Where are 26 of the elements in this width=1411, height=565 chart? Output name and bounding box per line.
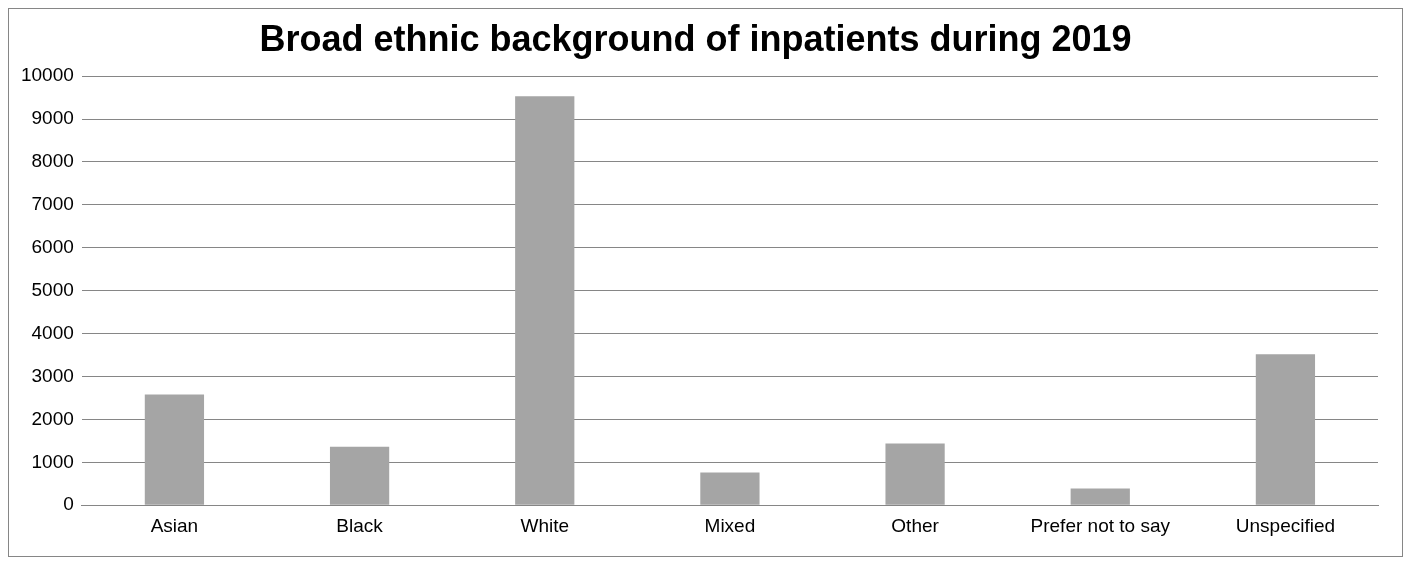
bar [144, 394, 205, 505]
y-tick-label: 5000 [31, 278, 74, 300]
y-tick-label: 2000 [31, 407, 74, 429]
x-tick-label: Asian [150, 514, 199, 536]
bar [700, 472, 760, 505]
y-tick-label: 10000 [20, 64, 74, 86]
bar [329, 446, 390, 505]
bar [885, 443, 945, 505]
y-tick-label: 0 [63, 493, 74, 515]
x-tick-label: White [520, 514, 570, 536]
y-tick-label: 9000 [31, 107, 74, 129]
x-tick-label: Other [891, 514, 940, 536]
chart-title: Broad ethnic background of inpatients during 2019 [259, 17, 1132, 59]
bar [1255, 354, 1316, 505]
x-tick-label: Prefer not to say [1030, 514, 1171, 536]
y-tick-label: 1000 [31, 450, 74, 472]
y-tick-label: 6000 [31, 236, 74, 258]
x-tick-label: Black [336, 514, 384, 536]
x-tick-label: Unspecified [1235, 514, 1336, 536]
y-tick-label: 4000 [31, 321, 74, 343]
bar [1070, 488, 1130, 505]
y-tick-label: 7000 [31, 193, 74, 215]
x-tick-label: Mixed [704, 514, 756, 536]
y-tick-label: 3000 [31, 364, 74, 386]
y-tick-label: 8000 [31, 150, 74, 172]
bar [515, 96, 575, 505]
